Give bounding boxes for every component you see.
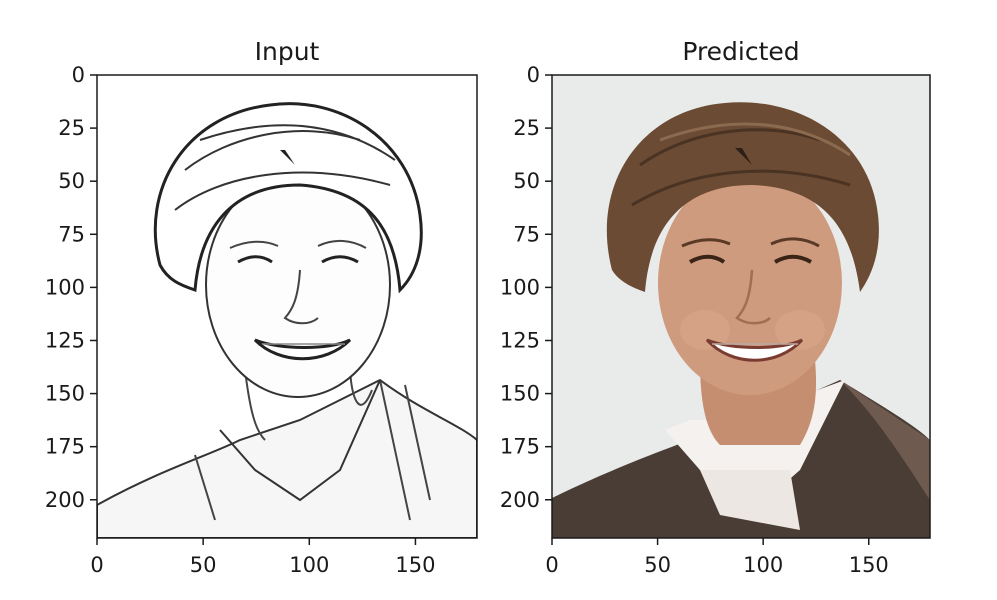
predicted-ytick-label: 25 <box>513 116 540 140</box>
input-ytick-label: 125 <box>45 328 85 352</box>
input-xtick-label: 50 <box>190 553 217 577</box>
input-ytick-label: 25 <box>58 116 85 140</box>
predicted-ytick-label: 175 <box>500 435 540 459</box>
input-ytick-label: 50 <box>58 169 85 193</box>
predicted-axes-frame <box>551 74 931 539</box>
predicted-ytick-label: 75 <box>513 222 540 246</box>
predicted-title: Predicted <box>682 37 799 66</box>
predicted-ytick-label: 200 <box>500 488 540 512</box>
input-ytick-label: 200 <box>45 488 85 512</box>
input-ytick-label: 150 <box>45 382 85 406</box>
predicted-ytick-label: 125 <box>500 328 540 352</box>
predicted-xtick-label: 150 <box>849 553 889 577</box>
predicted-image <box>552 75 930 538</box>
input-xtick-label: 0 <box>90 553 103 577</box>
input-xtick-label: 150 <box>395 553 435 577</box>
input-image <box>97 75 477 538</box>
input-ytick-label: 75 <box>58 222 85 246</box>
predicted-ticks: 0 50 100 150 0 25 50 75 100 125 150 175 200 <box>500 63 889 577</box>
input-axes-frame <box>96 74 478 539</box>
input-xtick-label: 100 <box>289 553 329 577</box>
input-ticks: 0 50 100 150 0 25 50 75 100 125 150 175 200 <box>45 63 436 577</box>
predicted-xtick-label: 100 <box>743 553 783 577</box>
predicted-ytick-label: 100 <box>500 275 540 299</box>
input-title: Input <box>255 37 320 66</box>
input-ytick-label: 0 <box>72 63 85 87</box>
predicted-xtick-label: 0 <box>545 553 558 577</box>
predicted-xtick-label: 50 <box>644 553 671 577</box>
predicted-ytick-label: 150 <box>500 382 540 406</box>
predicted-ytick-label: 0 <box>527 63 540 87</box>
input-ytick-label: 175 <box>45 435 85 459</box>
predicted-ytick-label: 50 <box>513 169 540 193</box>
predicted-subplot: Predicted <box>500 37 931 577</box>
input-subplot: Input 0 50 100 150 0 25 50 75 100 <box>45 37 478 577</box>
input-ytick-label: 100 <box>45 275 85 299</box>
